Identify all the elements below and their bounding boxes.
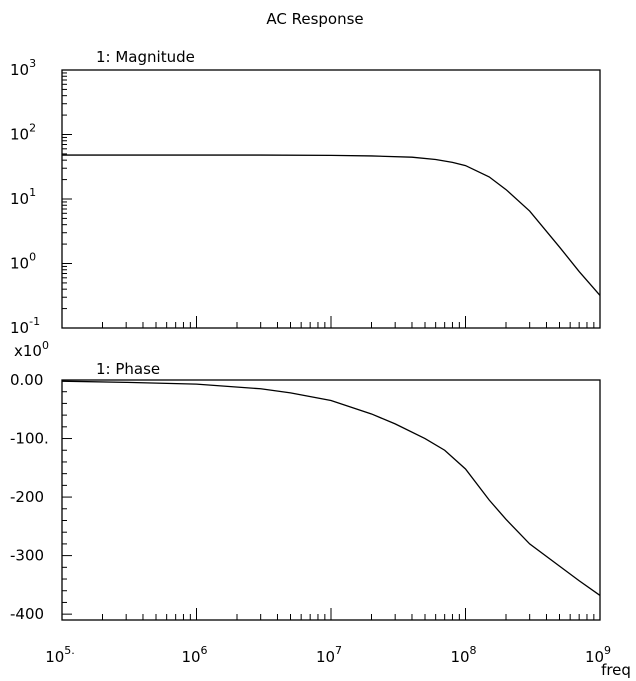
x-tick-label: 105.	[45, 644, 75, 666]
x-axis-label: freq	[601, 661, 631, 679]
phase-y-tick-label: 0.00	[10, 371, 43, 389]
phase-y-tick-label: -100.	[10, 430, 49, 448]
phase-y-tick-label: -300	[10, 547, 44, 565]
magnitude-panel: 1: Magnitude 103 102 101 100 10-1	[10, 48, 601, 337]
x-tick-label: 108	[450, 644, 476, 666]
magnitude-y-tick-label: 101	[10, 186, 36, 208]
x-tick-label: 109	[585, 644, 611, 666]
x-tick-label: 106	[181, 644, 207, 666]
phase-y-multiplier: x100	[14, 339, 49, 360]
magnitude-panel-label: 1: Magnitude	[96, 48, 195, 66]
magnitude-series-line	[62, 154, 601, 296]
phase-panel: 1: Phase x100 0.00 -100. -200 -300 -400	[10, 339, 601, 623]
phase-panel-label: 1: Phase	[96, 360, 160, 378]
x-tick-label: 107	[316, 644, 342, 666]
phase-series-line	[61, 380, 601, 596]
phase-plot-frame	[61, 379, 601, 621]
magnitude-y-tick-label: 10-1	[10, 315, 40, 337]
phase-y-tick-label: -200	[10, 488, 44, 506]
phase-y-tick-label: -400	[10, 605, 44, 623]
chart-title: AC Response	[266, 10, 363, 28]
magnitude-y-tick-label: 102	[10, 122, 36, 144]
magnitude-y-tick-label: 100	[10, 251, 36, 273]
magnitude-y-tick-label: 103	[10, 57, 36, 79]
magnitude-plot-frame	[61, 69, 601, 329]
